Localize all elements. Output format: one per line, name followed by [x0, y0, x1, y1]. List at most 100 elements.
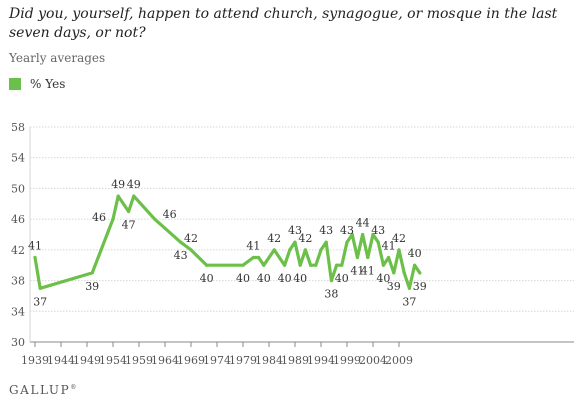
data-point	[111, 217, 115, 221]
x-tick-label: 1959	[125, 354, 153, 367]
x-tick-label: 1939	[21, 354, 49, 367]
data-label: 44	[356, 217, 370, 230]
x-tick-label: 2004	[359, 354, 387, 367]
y-tick-label: 50	[11, 182, 25, 195]
data-point	[288, 248, 292, 252]
y-tick-label: 38	[11, 275, 25, 288]
data-label: 40	[293, 272, 307, 285]
data-point	[298, 263, 302, 267]
data-label: 40	[335, 272, 349, 285]
data-point	[189, 248, 193, 252]
data-point	[116, 194, 120, 198]
data-label: 41	[350, 265, 364, 278]
y-tick-label: 42	[11, 244, 25, 257]
brand-registered-mark: ®	[70, 384, 77, 391]
data-point	[293, 240, 297, 244]
data-label: 43	[174, 249, 188, 262]
data-point	[371, 232, 375, 237]
data-point	[127, 209, 131, 214]
data-point	[319, 248, 323, 252]
data-point	[324, 240, 328, 244]
x-tick-label: 1989	[281, 354, 309, 367]
gallup-logo: GALLUP®	[9, 383, 76, 397]
data-point	[355, 255, 359, 260]
data-label: 41	[246, 240, 260, 253]
data-label: 42	[298, 232, 312, 245]
data-point	[381, 263, 385, 267]
chart-subtitle: Yearly averages	[9, 51, 106, 65]
data-point	[90, 271, 94, 275]
data-point	[376, 240, 380, 244]
data-point	[303, 248, 307, 252]
data-point	[33, 255, 37, 260]
data-label: 40	[200, 272, 214, 285]
data-point	[407, 286, 411, 290]
data-point	[345, 240, 349, 244]
data-label: 46	[163, 208, 177, 221]
data-point	[402, 271, 406, 275]
data-label: 42	[392, 232, 406, 245]
y-tick-label: 58	[11, 121, 25, 134]
data-label: 39	[387, 280, 401, 293]
x-tick-label: 1984	[255, 354, 283, 367]
data-point	[340, 263, 344, 267]
x-tick-label: 1964	[151, 354, 179, 367]
axes: 30 34 38 42 46 50 54 58 193919441949195419591964…	[11, 121, 413, 367]
data-point	[335, 263, 339, 267]
data-label: 41	[28, 240, 42, 253]
data-label: 47	[122, 218, 136, 231]
data-label: 42	[267, 232, 281, 245]
data-point	[38, 286, 42, 290]
x-tick-label: 1944	[47, 354, 75, 367]
x-tick-label: 1979	[229, 354, 257, 367]
grid-lines	[30, 126, 574, 343]
data-label: 39	[413, 280, 427, 293]
data-label: 43	[340, 224, 354, 237]
data-point	[241, 263, 245, 267]
data-point	[272, 248, 276, 252]
question-text: Did you, yourself, happen to attend chur…	[9, 6, 558, 41]
data-label: 37	[402, 295, 416, 308]
data-point	[329, 278, 333, 283]
data-point	[418, 271, 422, 275]
series-yes	[33, 194, 422, 290]
data-label: 43	[319, 224, 333, 237]
data-point	[361, 232, 365, 237]
x-tick-label: 1974	[203, 354, 231, 367]
data-point	[179, 240, 183, 244]
data-point	[366, 255, 370, 260]
y-tick-label: 34	[11, 305, 25, 318]
x-tick-label: 1954	[99, 354, 127, 367]
data-label: 42	[184, 232, 198, 245]
data-label: 43	[288, 224, 302, 237]
data-label: 41	[361, 265, 375, 278]
data-label: 43	[371, 224, 385, 237]
legend-swatch	[9, 78, 21, 90]
data-point	[262, 263, 266, 267]
y-tick-label: 46	[11, 213, 25, 226]
data-label: 39	[85, 280, 99, 293]
data-label: 49	[111, 178, 125, 191]
x-tick-label: 1949	[73, 354, 101, 367]
data-label: 41	[382, 240, 396, 253]
x-tick-label: 1969	[177, 354, 205, 367]
data-point	[413, 263, 417, 267]
data-point	[387, 255, 391, 260]
x-tick-label: 1994	[307, 354, 335, 367]
data-point	[251, 255, 255, 260]
data-point	[283, 263, 287, 267]
data-point	[314, 263, 318, 267]
data-point	[350, 232, 354, 237]
data-point	[132, 194, 136, 198]
data-point	[257, 255, 261, 260]
data-label: 37	[33, 295, 47, 308]
brand-name: GALLUP	[9, 383, 71, 397]
data-point	[397, 248, 401, 252]
data-point	[392, 271, 396, 275]
data-point	[205, 263, 209, 267]
data-label: 49	[127, 178, 141, 191]
y-tick-label: 30	[11, 336, 25, 349]
data-label: 40	[257, 272, 271, 285]
x-tick-label: 2009	[385, 354, 413, 367]
